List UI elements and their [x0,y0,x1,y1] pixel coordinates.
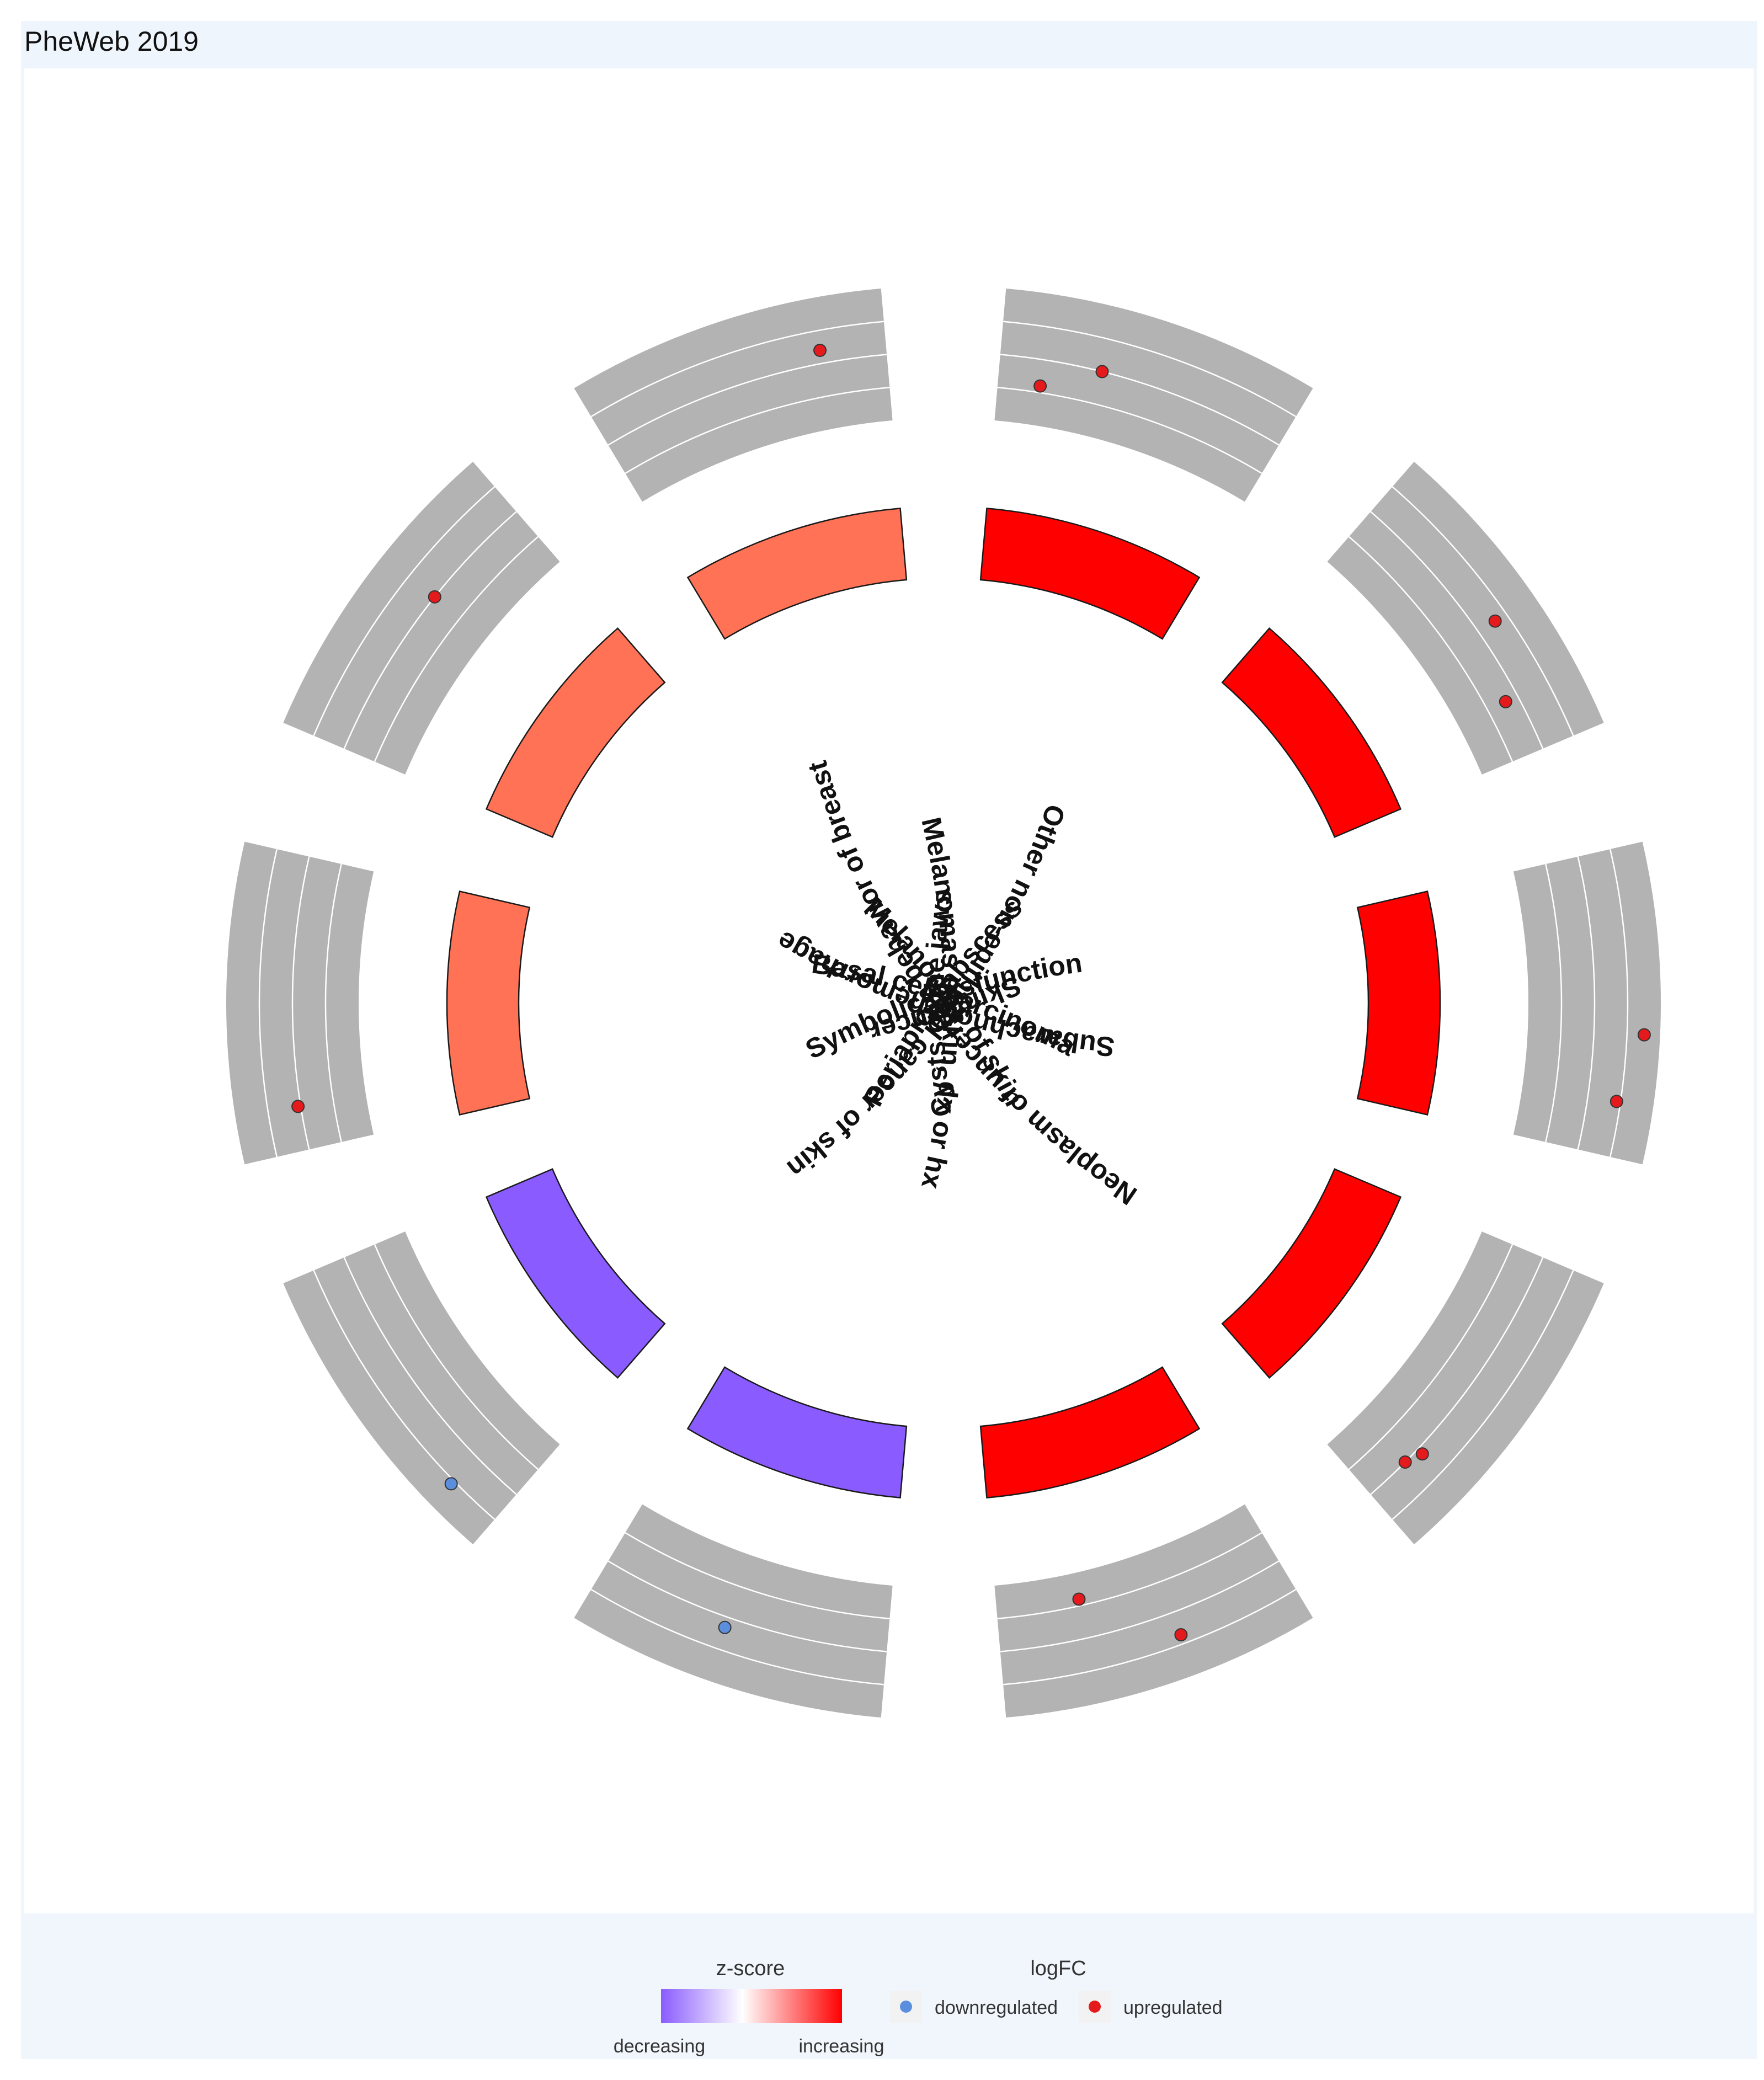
track-gridline [1392,486,1574,736]
track-sector [1327,1231,1604,1545]
logfc-point [1095,365,1109,378]
logfc-point [1610,1095,1623,1108]
zscore-bar [686,508,908,640]
track-gridline [997,387,1262,474]
zscore-bar [485,1168,666,1379]
logfc-legend-item: downregulated [935,1997,1058,2018]
track-sector [574,288,893,502]
logfc-point [444,1477,458,1491]
track-gridline [607,354,887,446]
track-gridline [1000,354,1280,446]
track-gridline [1370,1257,1544,1495]
track-gridline [324,863,342,1143]
track-gridline [1348,1244,1513,1470]
track-gridline [313,486,495,736]
logfc-point [1415,1447,1429,1461]
track-gridline [1003,1588,1297,1686]
zscore-bars [446,508,1441,1498]
track-sector [1513,841,1661,1165]
zscore-legend-high: increasing [799,2036,884,2057]
zscore-bar [1221,1168,1402,1379]
logfc-point [1398,1455,1412,1469]
track-gridline [607,1560,887,1652]
track-sector [574,1504,893,1718]
title-strip [21,21,1757,68]
logfc-point [718,1620,732,1634]
track-gridline [374,536,539,762]
track-gridline [1003,321,1297,418]
track-gridline [1545,863,1563,1143]
track-gridline [1392,1270,1574,1520]
track-gridline [1610,849,1629,1158]
logfc-key-down-dot [900,2001,912,2013]
track-gridline [343,1257,517,1495]
zscore-bar [1356,890,1441,1116]
logfc-points [291,344,1651,1641]
zscore-bar [446,890,531,1116]
track-sector [283,1231,560,1545]
logfc-point [1072,1592,1086,1606]
track-sector [994,288,1313,502]
logfc-point [1499,695,1512,708]
logfc-point [428,590,441,604]
track-sector [1327,461,1604,775]
page-title: PheWeb 2019 [24,26,199,57]
logfc-key-up-dot [1089,2001,1101,2013]
track-sector [226,841,374,1165]
track-gridline [343,511,517,749]
logfc-point [1174,1628,1188,1641]
score-tracks [226,288,1661,1718]
track-gridline [313,1270,495,1520]
logfc-point [1033,379,1047,393]
zscore-bar [1221,627,1402,838]
track-sector [994,1504,1313,1718]
track-gridline [625,387,890,474]
track-gridline [1348,536,1513,762]
logfc-legend-item: upregulated [1123,1997,1223,2018]
zscore-legend-title: z-score [716,1957,785,1980]
track-sector [283,461,560,775]
logfc-point [291,1100,305,1113]
zscore-legend-low: decreasing [614,2036,705,2057]
zscore-bar [485,627,666,838]
track-gridline [625,1532,890,1619]
track-gridline [258,849,278,1158]
track-gridline [374,1244,539,1470]
logfc-legend-title: logFC [1030,1957,1086,1980]
track-gridline [997,1532,1262,1619]
zscore-colorbar [661,1989,842,2023]
track-gridline [590,1588,884,1686]
zscore-bar [979,1366,1201,1498]
track-gridline [1370,511,1544,749]
track-gridline [1577,856,1596,1150]
track-gridline [1000,1560,1280,1652]
logfc-point [813,344,827,358]
zscore-bar [979,508,1201,640]
track-gridline [590,321,884,418]
zscore-bar [686,1366,908,1498]
logfc-point [1637,1028,1651,1042]
logfc-point [1488,614,1502,628]
